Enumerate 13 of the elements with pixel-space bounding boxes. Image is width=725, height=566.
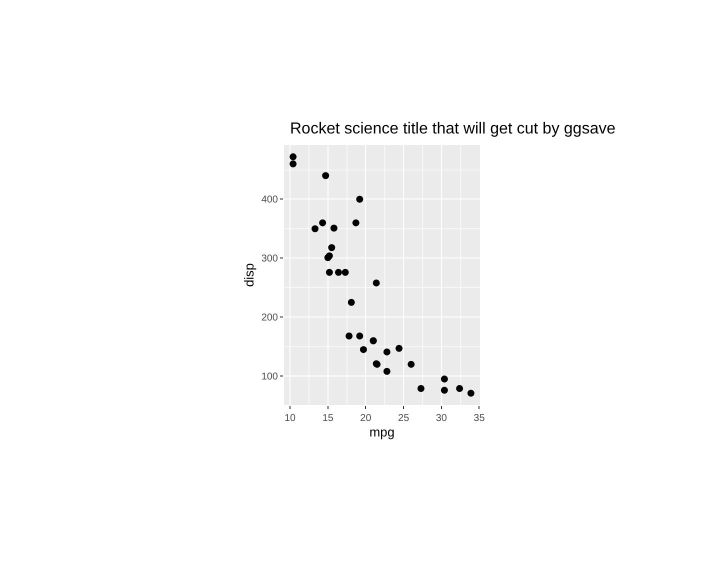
chart-title: Rocket science title that will get cut by ggsave (290, 120, 616, 138)
x-tick-label: 15 (322, 413, 334, 424)
y-tick-label: 400 (261, 194, 278, 206)
y-axis-title: disp (241, 263, 256, 287)
x-tick-label: 25 (398, 413, 410, 424)
y-tick-label: 200 (261, 312, 278, 324)
y-tick-label: 300 (261, 254, 278, 265)
x-axis-title: mpg (369, 424, 395, 440)
x-tick-label: 20 (360, 413, 372, 424)
x-tick-label: 35 (474, 413, 486, 424)
y-tick-label: 100 (261, 372, 278, 383)
x-tick-label: 30 (436, 413, 448, 424)
x-tick-label: 10 (284, 413, 296, 424)
